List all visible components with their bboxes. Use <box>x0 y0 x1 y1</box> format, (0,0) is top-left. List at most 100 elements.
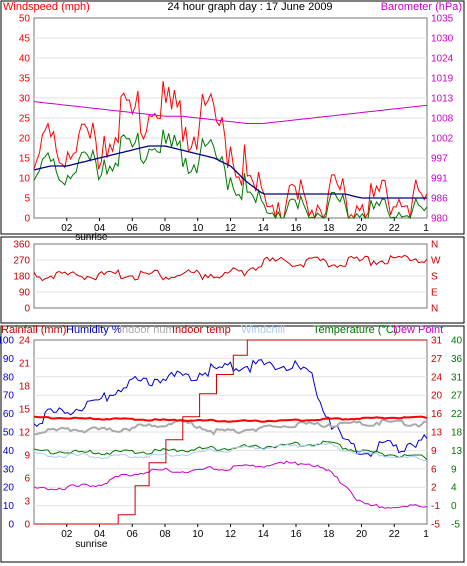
baro-ytick-3: 997 <box>431 154 448 165</box>
wind-xtick-9: 20 <box>356 223 368 234</box>
series-rainfall <box>34 339 427 525</box>
temp-xtick-8: 18 <box>323 529 335 540</box>
chart-marks: 0510152025303540455098098699199710021008… <box>0 14 463 551</box>
series-indoor_hum <box>33 418 428 436</box>
outer-temp-ytick-5: 18 <box>451 428 463 439</box>
wind-ytick-7: 35 <box>19 74 31 85</box>
series-humidity <box>33 359 428 458</box>
outer-temp-ytick-6: 22 <box>451 409 463 420</box>
dir-ytick-3: 270 <box>13 256 30 267</box>
baro-ytick-10: 1035 <box>431 14 454 25</box>
baro-ytick-4: 1002 <box>431 134 454 145</box>
outer-temp-ytick-3: 9 <box>451 464 457 475</box>
temp-xtick-5: 12 <box>225 529 237 540</box>
wind-ytick-1: 5 <box>24 194 30 205</box>
hum-ytick-2: 20 <box>3 483 15 494</box>
legend-humidity: Humidity % <box>66 324 122 336</box>
outer-temp-ytick-0: -5 <box>451 520 460 531</box>
wind-xtick-5: 12 <box>225 223 237 234</box>
baro-ytick-8: 1024 <box>431 54 454 65</box>
wind-ytick-10: 50 <box>19 14 31 25</box>
dir-compass-4: N <box>431 240 438 251</box>
inner-temp-ytick-2: 2 <box>431 483 437 494</box>
baro-ytick-5: 1008 <box>431 114 454 125</box>
hum-ytick-5: 50 <box>3 428 15 439</box>
dir-compass-2: S <box>431 272 438 283</box>
wind-xtick-3: 08 <box>159 223 171 234</box>
wind-xtick-7: 16 <box>290 223 302 234</box>
hum-ytick-1: 10 <box>3 501 15 512</box>
rain-ytick-4: 12 <box>19 428 31 439</box>
baro-ytick-2: 991 <box>431 174 448 185</box>
temp-xtick-9: 20 <box>356 529 368 540</box>
dir-ytick-2: 180 <box>13 272 30 283</box>
inner-temp-ytick-9: 27 <box>431 354 443 365</box>
wind-ytick-0: 0 <box>24 214 30 225</box>
rain-ytick-7: 21 <box>19 359 31 370</box>
wind-xtick-10: 22 <box>389 223 401 234</box>
outer-temp-ytick-4: 13 <box>451 446 463 457</box>
series-wind <box>33 129 428 220</box>
wind-xtick-1: 04 <box>94 223 106 234</box>
wind-xtick-2: 06 <box>127 223 139 234</box>
wind-ytick-3: 15 <box>19 154 31 165</box>
wind-xtick-0: 02 <box>61 223 73 234</box>
wind-ytick-9: 45 <box>19 34 31 45</box>
panel-2-frame <box>0 236 465 324</box>
panel-1-frame <box>0 0 465 235</box>
series-avg <box>33 145 427 199</box>
dir-ytick-1: 90 <box>19 288 31 299</box>
rain-ytick-2: 6 <box>24 474 30 485</box>
inner-temp-ytick-3: 6 <box>431 464 437 475</box>
temp-xtick-1: 04 <box>94 529 106 540</box>
inner-temp-ytick-1: -1 <box>431 501 440 512</box>
temp-xtick-end: 1 <box>423 529 429 540</box>
wind-ytick-8: 40 <box>19 54 31 65</box>
inner-temp-ytick-5: 13 <box>431 428 443 439</box>
legend-indoor-temp: Indoor temp <box>172 324 231 336</box>
rain-ytick-1: 3 <box>24 497 30 508</box>
series-baro <box>33 101 428 124</box>
hum-ytick-7: 70 <box>3 391 15 402</box>
sunrise-label-1: sunrise <box>75 232 108 243</box>
outer-temp-ytick-8: 31 <box>451 372 463 383</box>
wind-xtick-end: 1 <box>423 223 429 234</box>
rain-ytick-6: 18 <box>19 382 31 393</box>
barometer-axis-label: Barometer (hPa) <box>381 1 462 13</box>
windspeed-axis-label: Windspeed (mph) <box>3 1 90 13</box>
inner-temp-ytick-7: 20 <box>431 391 443 402</box>
outer-temp-ytick-7: 27 <box>451 391 463 402</box>
inner-temp-ytick-4: 9 <box>431 446 437 457</box>
inner-temp-ytick-10: 31 <box>431 336 443 347</box>
legend-dew-point: Dew Point <box>393 324 443 336</box>
series-gust <box>33 80 428 220</box>
temp-xtick-10: 22 <box>389 529 401 540</box>
hum-ytick-6: 60 <box>3 409 15 420</box>
hum-ytick-9: 90 <box>3 354 15 365</box>
outer-temp-ytick-1: 0 <box>451 501 457 512</box>
hum-ytick-10: 100 <box>0 336 14 347</box>
temp-xtick-6: 14 <box>258 529 270 540</box>
panel-3-legend: Rainfall (mm) Humidity % Indoor hum Indo… <box>1 324 443 336</box>
hum-ytick-0: 0 <box>8 520 14 531</box>
baro-ytick-1: 986 <box>431 194 448 205</box>
baro-ytick-7: 1019 <box>431 74 454 85</box>
temp-xtick-7: 16 <box>290 529 302 540</box>
chart-title: 24 hour graph day : 17 June 2009 <box>167 1 332 13</box>
panel-3-frame <box>0 325 465 563</box>
rain-ytick-5: 15 <box>19 405 31 416</box>
inner-temp-ytick-8: 24 <box>431 372 443 383</box>
outer-temp-ytick-9: 36 <box>451 354 463 365</box>
temp-xtick-4: 10 <box>192 529 204 540</box>
wind-ytick-6: 30 <box>19 94 31 105</box>
dir-compass-0: N <box>431 304 438 315</box>
inner-temp-ytick-6: 16 <box>431 409 443 420</box>
hum-ytick-3: 30 <box>3 464 15 475</box>
series-dew_point <box>33 460 428 509</box>
legend-temperature: Temperature (°C) <box>313 324 397 336</box>
baro-ytick-6: 1013 <box>431 94 454 105</box>
baro-ytick-0: 980 <box>431 214 448 225</box>
rain-ytick-0: 0 <box>24 520 30 531</box>
series-indoor_temp <box>33 415 428 423</box>
